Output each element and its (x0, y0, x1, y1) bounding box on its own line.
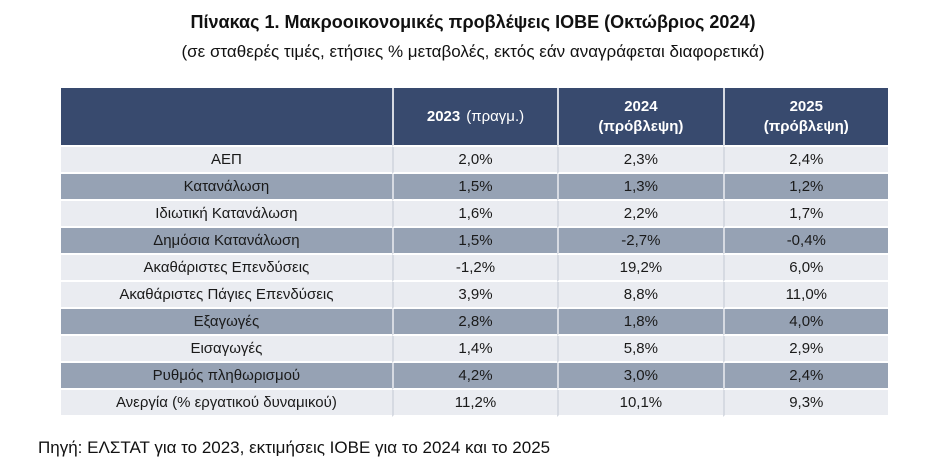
row-label: Εισαγωγές (61, 336, 392, 363)
header-2025-note: (πρόβλεψη) (763, 117, 849, 135)
row-label: Ρυθμός πληθωρισμού (61, 363, 392, 390)
value-2025: 11,0% (722, 282, 888, 309)
value-2025: 1,2% (722, 174, 888, 201)
value-2024: 3,0% (557, 363, 723, 390)
table-row: Κατανάλωση 1,5% 1,3% 1,2% (61, 174, 888, 201)
header-row: 2023 (πραγμ.) 2024 (πρόβλεψη) 2025 (πρόβλεψ… (61, 88, 888, 147)
row-label: Εξαγωγές (61, 309, 392, 336)
value-2025: 2,9% (722, 336, 888, 363)
table-row: Εισαγωγές 1,4% 5,8% 2,9% (61, 336, 888, 363)
table-row: Ιδιωτική Κατανάλωση 1,6% 2,2% 1,7% (61, 201, 888, 228)
value-2023: 1,5% (391, 228, 558, 255)
row-label: Ιδιωτική Κατανάλωση (61, 201, 392, 228)
value-2023: -1,2% (391, 255, 558, 282)
row-label: Ακαθάριστες Πάγιες Επενδύσεις (61, 282, 392, 309)
header-2025: 2025 (πρόβλεψη) (722, 88, 888, 147)
header-2024-year: 2024 (624, 97, 658, 115)
header-2025-year: 2025 (789, 97, 823, 115)
row-label: Ανεργία (% εργατικού δυναμικού) (61, 390, 392, 417)
value-2023: 1,4% (391, 336, 558, 363)
table-subtitle: (σε σταθερές τιμές, ετήσιες % μεταβολές,… (181, 42, 765, 61)
value-2024: -2,7% (557, 228, 723, 255)
forecast-table: 2023 (πραγμ.) 2024 (πρόβλεψη) 2025 (πρόβλεψ… (61, 88, 888, 417)
row-label: Ακαθάριστες Επενδύσεις (61, 255, 392, 282)
source-note: Πηγή: ΕΛΣΤΑΤ για το 2023, εκτιμήσεις ΙΟΒ… (38, 438, 551, 457)
value-2024: 10,1% (557, 390, 723, 417)
header-2023-note: (πραγμ.) (466, 107, 525, 125)
value-2025: -0,4% (722, 228, 888, 255)
value-2023: 2,8% (391, 309, 558, 336)
table-row: Ακαθάριστες Επενδύσεις -1,2% 19,2% 6,0% (61, 255, 888, 282)
value-2024: 5,8% (557, 336, 723, 363)
value-2025: 6,0% (722, 255, 888, 282)
header-2023-year: 2023 (426, 107, 461, 125)
table-row: Ακαθάριστες Πάγιες Επενδύσεις 3,9% 8,8% … (61, 282, 888, 309)
header-2024: 2024 (πρόβλεψη) (557, 88, 723, 147)
table-row: Ανεργία (% εργατικού δυναμικού) 11,2% 10… (61, 390, 888, 417)
value-2024: 1,8% (557, 309, 723, 336)
value-2023: 1,6% (391, 201, 558, 228)
header-2024-note: (πρόβλεψη) (598, 117, 684, 135)
table-row: ΑΕΠ 2,0% 2,3% 2,4% (61, 147, 888, 174)
header-2023: 2023 (πραγμ.) (391, 88, 558, 147)
value-2023: 11,2% (391, 390, 558, 417)
table-row: Δημόσια Κατανάλωση 1,5% -2,7% -0,4% (61, 228, 888, 255)
value-2024: 2,3% (557, 147, 723, 174)
value-2024: 2,2% (557, 201, 723, 228)
value-2025: 4,0% (722, 309, 888, 336)
value-2023: 1,5% (391, 174, 558, 201)
table-row: Ρυθμός πληθωρισμού 4,2% 3,0% 2,4% (61, 363, 888, 390)
value-2025: 9,3% (722, 390, 888, 417)
value-2023: 3,9% (391, 282, 558, 309)
value-2024: 8,8% (557, 282, 723, 309)
value-2025: 1,7% (722, 201, 888, 228)
value-2024: 19,2% (557, 255, 723, 282)
table-title: Πίνακας 1. Μακροοικονομικές προβλέψεις Ι… (190, 12, 756, 32)
row-label: Κατανάλωση (61, 174, 392, 201)
value-2025: 2,4% (722, 363, 888, 390)
table-row: Εξαγωγές 2,8% 1,8% 4,0% (61, 309, 888, 336)
row-label: Δημόσια Κατανάλωση (61, 228, 392, 255)
row-label: ΑΕΠ (61, 147, 392, 174)
value-2023: 4,2% (391, 363, 558, 390)
header-indicator-empty (61, 88, 392, 147)
value-2025: 2,4% (722, 147, 888, 174)
value-2024: 1,3% (557, 174, 723, 201)
value-2023: 2,0% (391, 147, 558, 174)
